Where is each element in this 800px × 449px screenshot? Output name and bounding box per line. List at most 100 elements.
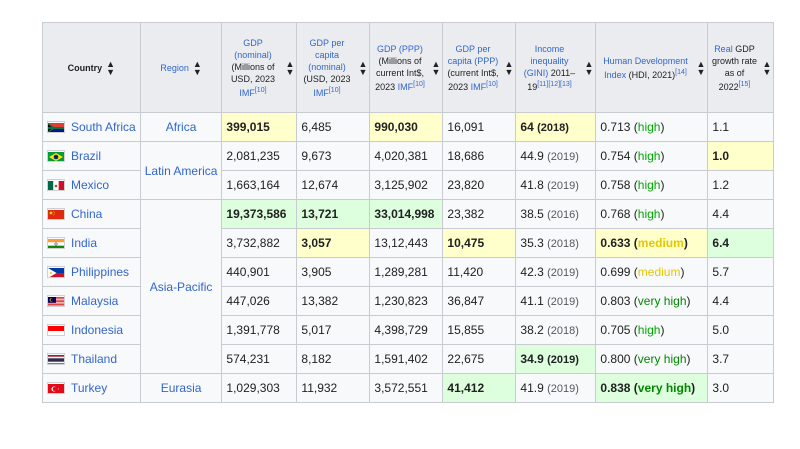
country-link[interactable]: Philippines — [71, 265, 130, 279]
col-header-label[interactable]: Region — [160, 62, 189, 73]
reference-link[interactable]: [15] — [738, 80, 751, 88]
reference-link[interactable]: [14] — [675, 68, 687, 76]
gdp-ppp-cell: 1,591,402 — [369, 344, 444, 374]
header-link[interactable]: GDP per capita (PPP) — [447, 43, 499, 66]
gini-year: (2016) — [547, 209, 579, 221]
gdp-pc-nominal-cell: 3,905 — [296, 257, 371, 287]
region-cell-latin-america[interactable]: Latin America — [139, 141, 223, 200]
hdi-category: very high — [637, 294, 687, 308]
gdp-nominal-cell: 1,029,303 — [221, 373, 298, 403]
gdp-nominal-cell: 3,732,882 — [221, 228, 298, 258]
reference-link[interactable]: [11][12][13] — [537, 80, 572, 88]
country-link[interactable]: India — [71, 236, 98, 250]
gini-cell: 44.9 (2019) — [515, 141, 597, 171]
country-link[interactable]: Thailand — [71, 352, 118, 366]
sort-arrows-icon[interactable]: ▲ ▼ — [762, 58, 772, 77]
col-header-gdp-pc-nominal[interactable]: GDP per capita (nominal) (USD, 2023 IMF[… — [296, 22, 371, 113]
header-link[interactable]: GDP (nominal) — [234, 37, 272, 60]
gini-value: 34.9 — [520, 352, 544, 366]
country-cell[interactable]: Philippines — [42, 257, 141, 287]
gdp-nominal-cell: 574,231 — [221, 344, 298, 374]
country-link[interactable]: Mexico — [71, 178, 110, 192]
gdp-pc-nominal-cell: 11,932 — [296, 373, 371, 403]
gini-value: 42.3 — [520, 265, 544, 279]
region-cell-eurasia[interactable]: Eurasia — [139, 373, 223, 403]
gini-cell: 38.2 (2018) — [515, 315, 597, 345]
gini-value: 38.5 — [520, 207, 544, 221]
header-link[interactable]: Human Development Index — [603, 55, 688, 80]
sort-arrows-icon[interactable]: ▲ ▼ — [106, 58, 116, 77]
col-header-region[interactable]: Region ▲ ▼ — [139, 22, 223, 113]
hdi-category: medium — [637, 236, 684, 250]
country-cell[interactable]: South Africa — [42, 112, 141, 142]
growth-cell: 3.0 — [707, 373, 775, 403]
hdi-cell: 0.699 (medium) — [595, 257, 709, 287]
country-cell[interactable]: Malaysia — [42, 286, 141, 316]
region-cell-asia-pacific[interactable]: Asia-Pacific — [139, 199, 223, 374]
col-header-hdi[interactable]: Human Development Index (HDI, 2021)[14] ▲… — [595, 22, 709, 113]
col-header-income-inequality[interactable]: Income inequality (GINI) 2011–19[11][12]… — [515, 22, 597, 113]
header-link[interactable]: IMF — [470, 81, 487, 92]
country-cell[interactable]: India — [42, 228, 141, 258]
sort-arrows-icon[interactable]: ▲ ▼ — [584, 58, 594, 77]
country-link[interactable]: South Africa — [71, 120, 136, 134]
col-header-gdp-nominal[interactable]: GDP (nominal) (Millions of USD, 2023 IMF… — [221, 22, 298, 113]
malaysia-flag-icon — [47, 295, 65, 307]
country-cell[interactable]: Thailand — [42, 344, 141, 374]
country-link[interactable]: China — [71, 207, 103, 221]
sort-arrows-icon[interactable]: ▲ ▼ — [431, 58, 441, 77]
sort-arrows-icon[interactable]: ▲ ▼ — [696, 58, 706, 77]
country-cell[interactable]: China — [42, 199, 141, 229]
country-link[interactable]: Turkey — [71, 381, 108, 395]
header-link[interactable]: Income inequality (GINI) — [523, 43, 569, 78]
reference-link[interactable]: [10] — [413, 80, 425, 88]
col-header-gdp-ppp[interactable]: GDP (PPP) (Millions of current Int$, 202… — [369, 22, 444, 113]
hdi-category: high — [637, 120, 661, 134]
hdi-cell: 0.758 (high) — [595, 170, 709, 200]
reference-link[interactable]: [10] — [328, 86, 341, 94]
region-cell-africa[interactable]: Africa — [139, 112, 223, 142]
gdp-ppp-cell: 13,12,443 — [369, 228, 444, 258]
hdi-category: very high — [637, 352, 687, 366]
region-link[interactable]: Latin America — [144, 163, 218, 178]
gdp-pc-ppp-cell: 22,675 — [442, 344, 517, 374]
header-link[interactable]: Real — [714, 43, 733, 54]
col-header-gdp-growth[interactable]: Real GDP growth rate as of 2022[15] ▲ ▼ — [707, 22, 775, 113]
region-link[interactable]: Asia-Pacific — [149, 279, 213, 294]
gdp-pc-nominal-cell: 8,182 — [296, 344, 371, 374]
country-link[interactable]: Indonesia — [71, 323, 124, 337]
country-link[interactable]: Brazil — [71, 149, 102, 163]
gini-year: (2019) — [547, 151, 579, 163]
reference-link[interactable]: [10] — [486, 80, 498, 88]
reference-link[interactable]: [10] — [254, 86, 267, 94]
region-link[interactable]: Africa — [165, 120, 197, 134]
china-flag-icon — [47, 208, 65, 220]
sort-arrows-icon[interactable]: ▲ ▼ — [285, 58, 295, 77]
gdp-nominal-cell: 1,663,164 — [221, 170, 298, 200]
country-cell[interactable]: Indonesia — [42, 315, 141, 345]
hdi-category: high — [637, 323, 661, 337]
sort-arrows-icon[interactable]: ▲ ▼ — [504, 58, 514, 77]
sort-arrows-icon[interactable]: ▲ ▼ — [358, 58, 368, 77]
gini-year: (2019) — [547, 383, 579, 395]
gdp-pc-ppp-cell: 10,475 — [442, 228, 517, 258]
sort-arrows-icon[interactable]: ▲ ▼ — [192, 58, 202, 77]
header-link[interactable]: IMF — [397, 81, 414, 92]
country-cell[interactable]: Mexico — [42, 170, 141, 200]
table-row: Turkey Eurasia 1,029,303 11,932 3,572,55… — [42, 373, 775, 403]
header-link[interactable]: IMF — [239, 87, 255, 98]
header-link[interactable]: GDP (PPP) — [377, 43, 423, 54]
turkey-flag-icon — [47, 382, 65, 394]
col-header-gdp-pc-ppp[interactable]: GDP per capita (PPP) (current Int$, 2023… — [442, 22, 517, 113]
country-cell[interactable]: Turkey — [42, 373, 141, 403]
header-link[interactable]: GDP per capita (nominal) — [308, 37, 346, 72]
gini-value: 44.9 — [520, 149, 544, 163]
header-link[interactable]: IMF — [313, 87, 329, 98]
hdi-value: 0.838 — [600, 381, 631, 395]
col-header-country[interactable]: Country ▲ ▼ — [42, 22, 141, 113]
growth-cell: 6.4 — [707, 228, 775, 258]
region-link[interactable]: Eurasia — [160, 381, 202, 395]
gini-value: 41.9 — [520, 381, 544, 395]
country-link[interactable]: Malaysia — [71, 294, 119, 308]
country-cell[interactable]: Brazil — [42, 141, 141, 171]
